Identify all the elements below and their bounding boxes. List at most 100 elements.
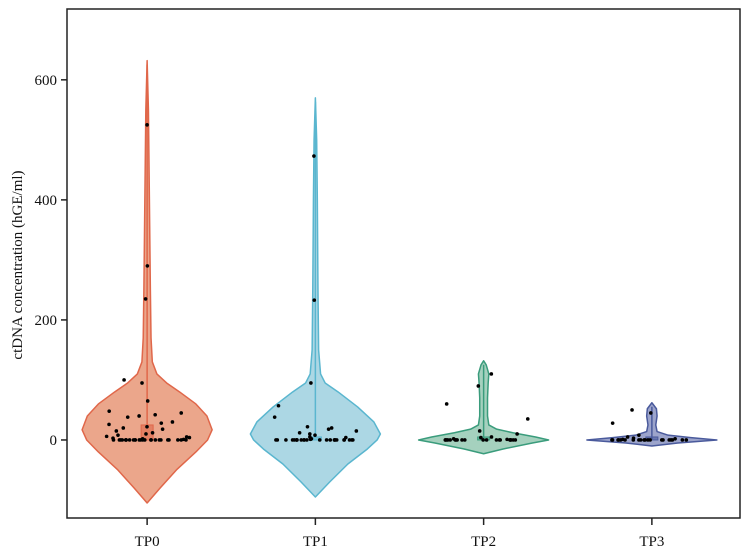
- data-point: [453, 438, 458, 442]
- data-point: [631, 438, 636, 442]
- data-point: [489, 435, 494, 439]
- data-point: [187, 435, 192, 440]
- data-point: [479, 435, 483, 440]
- data-point: [680, 438, 685, 442]
- data-point: [144, 432, 148, 436]
- data-point: [153, 412, 157, 417]
- y-tick-label: 200: [35, 313, 58, 329]
- data-point: [145, 399, 150, 403]
- data-point: [179, 411, 184, 415]
- data-point: [497, 438, 502, 442]
- data-point: [643, 438, 647, 442]
- data-point: [124, 438, 128, 442]
- violin-tp3: [586, 402, 718, 447]
- data-point: [312, 154, 316, 158]
- data-point: [460, 438, 464, 442]
- x-axis: TP0 TP1 TP2 TP3: [135, 518, 664, 550]
- data-point: [122, 378, 126, 382]
- data-point: [145, 424, 149, 429]
- y-tick-label: 400: [35, 193, 58, 209]
- data-point: [317, 438, 322, 442]
- x-tick-label: TP1: [303, 534, 328, 550]
- data-point: [184, 435, 189, 439]
- data-point: [309, 381, 313, 385]
- data-point: [142, 438, 147, 442]
- data-point: [294, 438, 299, 442]
- data-point: [145, 123, 149, 127]
- data-point: [324, 438, 329, 442]
- data-point: [515, 432, 519, 436]
- data-point: [274, 438, 278, 442]
- data-point: [342, 438, 347, 442]
- data-point: [308, 432, 312, 436]
- data-point: [116, 433, 120, 437]
- data-point: [137, 438, 142, 442]
- data-point: [484, 438, 489, 442]
- data-point: [637, 433, 641, 437]
- violin-tp0: [81, 59, 213, 504]
- data-point: [107, 422, 111, 427]
- data-point: [166, 438, 170, 442]
- data-point: [125, 415, 130, 419]
- data-point: [630, 408, 634, 412]
- data-point: [290, 438, 295, 442]
- data-point: [127, 438, 132, 442]
- data-point: [673, 436, 677, 441]
- violins: [81, 59, 718, 504]
- data-point: [625, 435, 630, 439]
- data-point: [297, 430, 302, 435]
- data-point: [354, 429, 359, 433]
- data-point: [444, 402, 449, 406]
- data-point: [159, 421, 164, 425]
- data-point: [494, 438, 499, 442]
- x-tick-label: TP0: [135, 534, 160, 550]
- data-point: [610, 438, 615, 442]
- data-point: [443, 438, 448, 442]
- y-axis: 0 200 400 600: [35, 73, 67, 449]
- data-point: [305, 424, 310, 429]
- data-point: [176, 438, 180, 442]
- data-point: [140, 381, 144, 385]
- data-point: [313, 433, 317, 437]
- y-tick-label: 0: [50, 433, 58, 449]
- y-tick-label: 600: [35, 73, 58, 89]
- data-point: [505, 437, 509, 442]
- data-point: [305, 438, 309, 442]
- data-point: [667, 438, 672, 442]
- data-point: [462, 438, 467, 442]
- data-point: [149, 438, 153, 442]
- data-point: [329, 426, 334, 430]
- data-point: [137, 414, 141, 418]
- data-point: [350, 438, 354, 442]
- data-point: [312, 298, 317, 302]
- data-point: [111, 438, 116, 442]
- data-point: [104, 434, 109, 439]
- data-point: [284, 438, 288, 442]
- data-point: [299, 438, 304, 442]
- data-point: [332, 438, 337, 442]
- data-point: [649, 411, 653, 415]
- data-point: [114, 429, 119, 433]
- data-point: [328, 438, 333, 442]
- data-point: [477, 429, 482, 433]
- data-point: [153, 438, 158, 442]
- data-point: [160, 427, 165, 431]
- data-point: [170, 420, 175, 424]
- data-point: [145, 264, 150, 268]
- data-point: [616, 438, 620, 442]
- data-point: [476, 384, 481, 388]
- plot-frame: [66, 8, 741, 519]
- data-point: [121, 426, 126, 430]
- data-point: [133, 438, 137, 442]
- data-point: [143, 297, 148, 301]
- data-point: [107, 409, 111, 413]
- violin-tp1: [249, 97, 382, 498]
- data-point: [308, 437, 313, 442]
- data-point: [150, 430, 155, 435]
- violin-tp2: [417, 359, 550, 455]
- data-point: [302, 438, 306, 442]
- data-point: [445, 438, 450, 442]
- x-tick-label: TP2: [471, 534, 496, 550]
- data-point: [489, 372, 494, 376]
